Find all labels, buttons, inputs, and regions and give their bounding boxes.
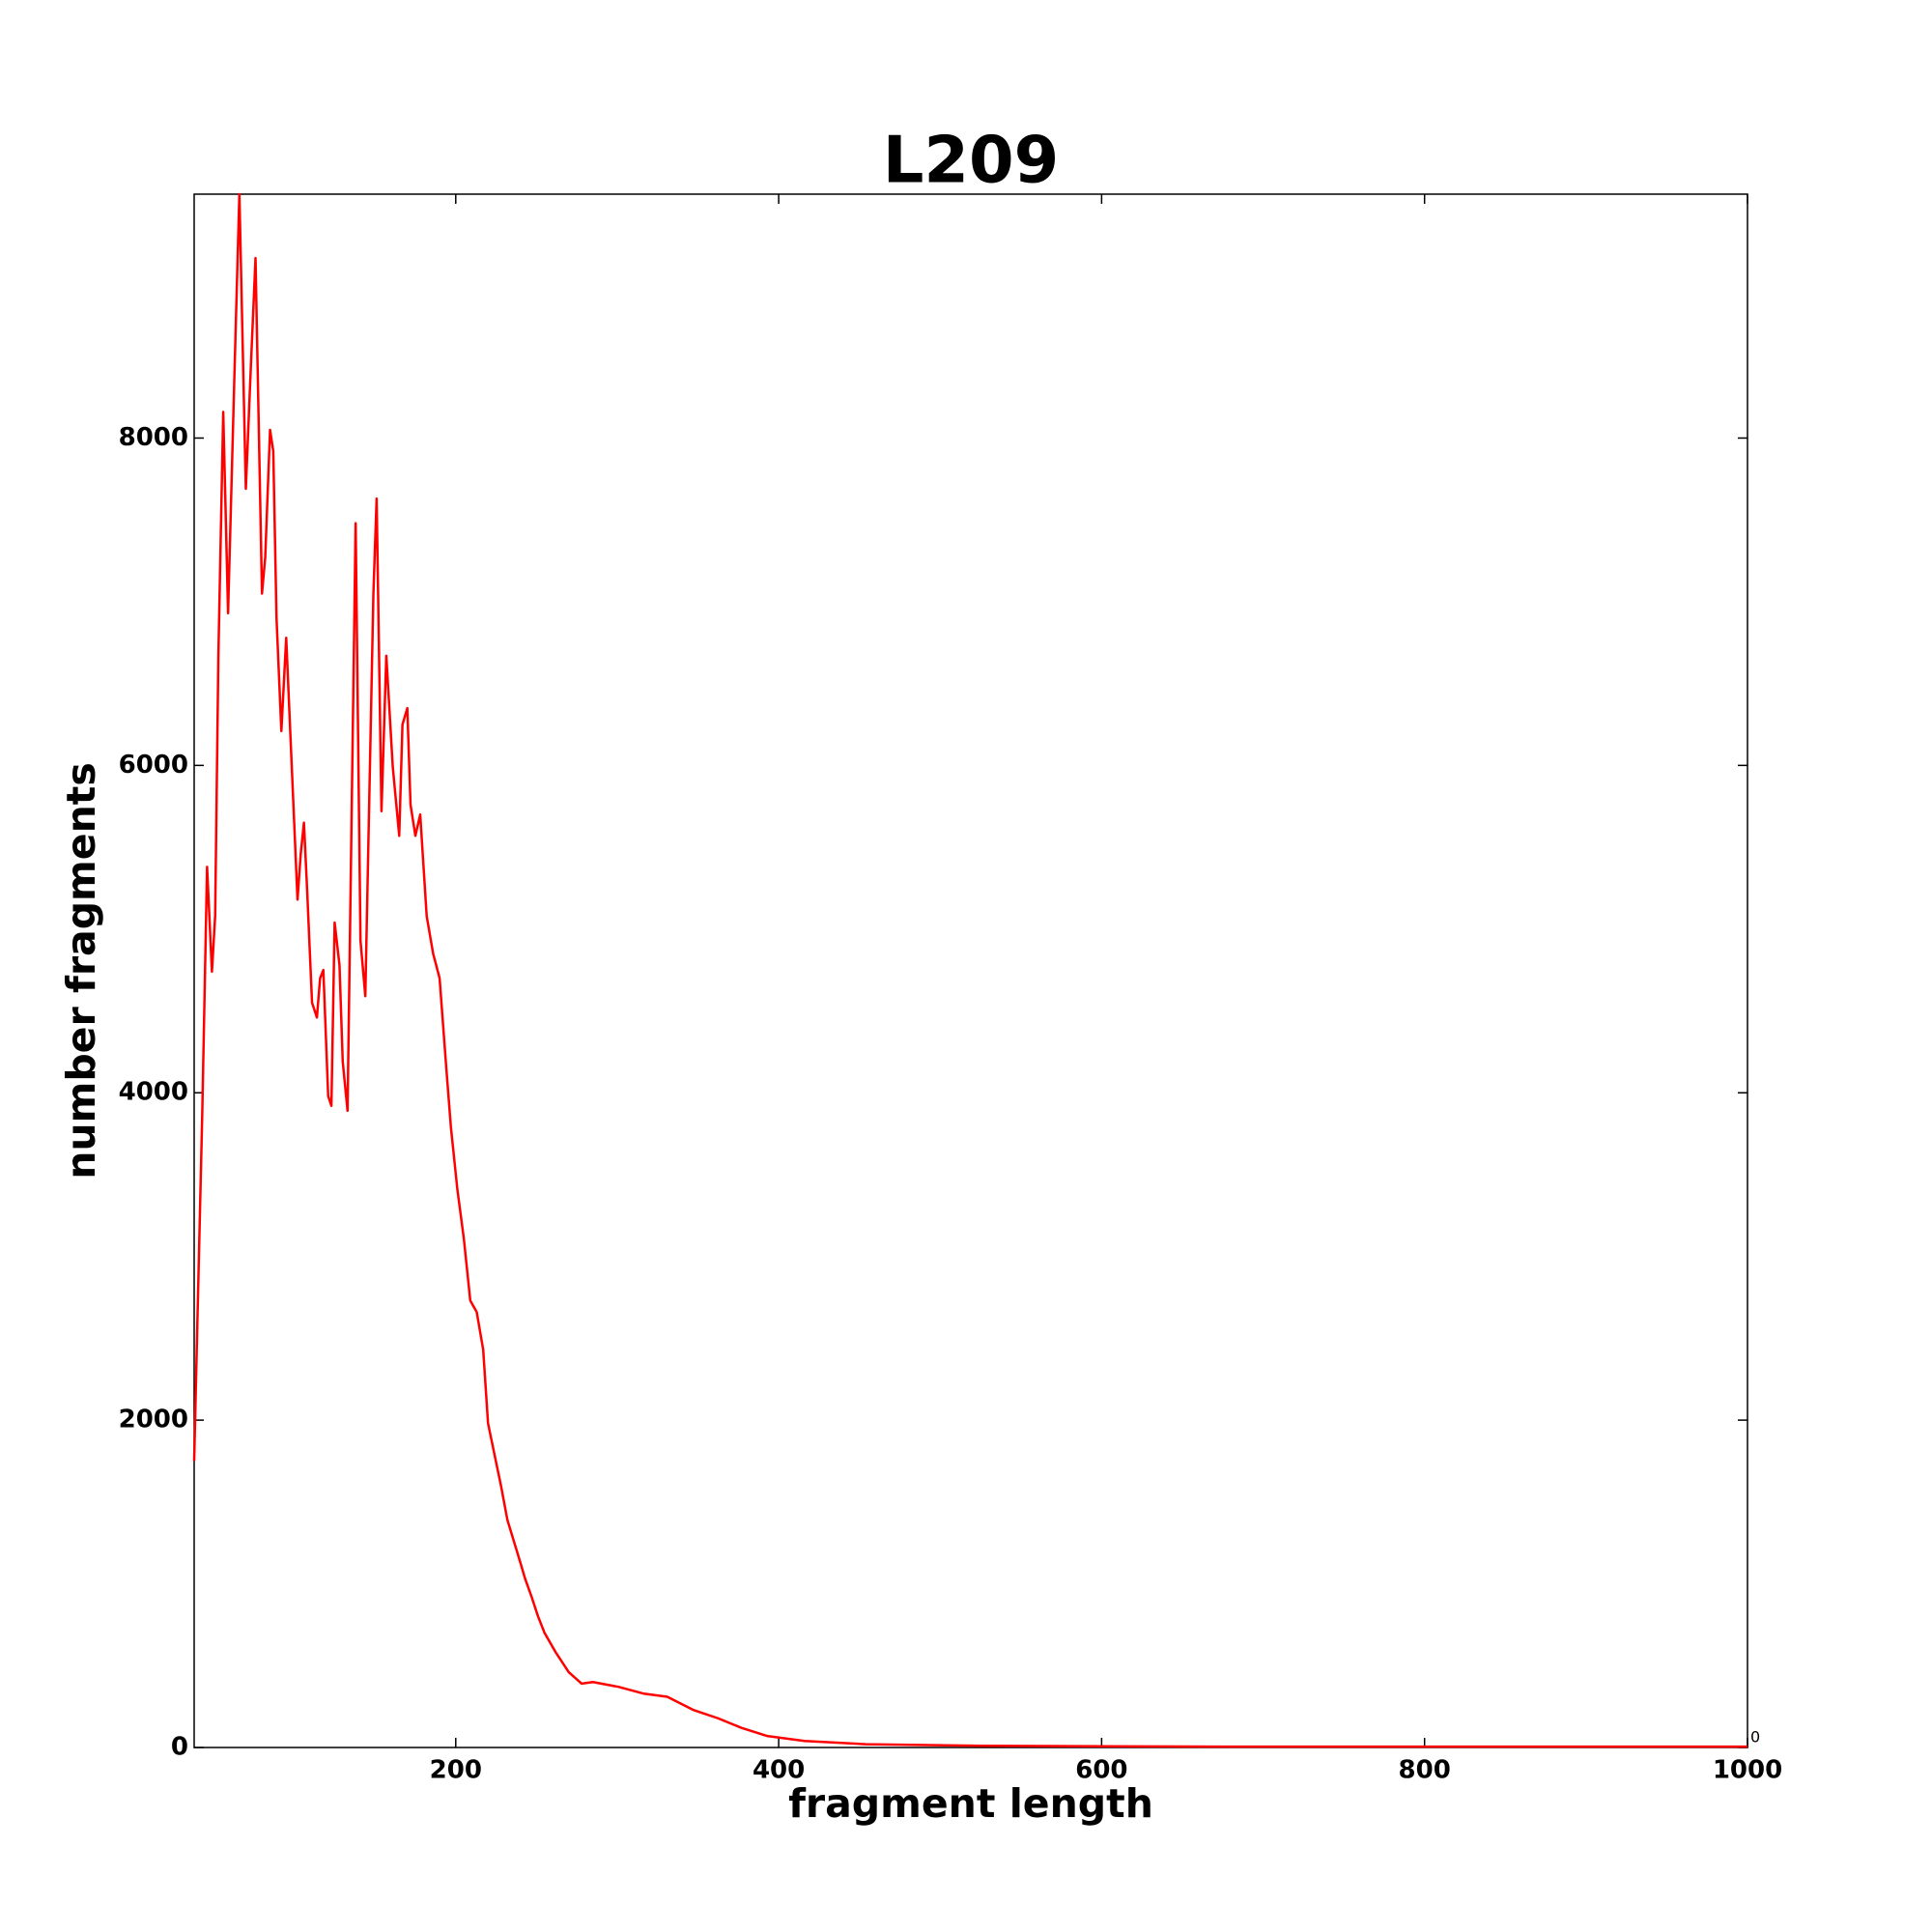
x-tick-label: 200 xyxy=(430,1756,482,1785)
x-tick-label: 600 xyxy=(1075,1756,1127,1785)
y-tick-label: 4000 xyxy=(119,1078,188,1107)
x-axis-label: fragment length xyxy=(788,1780,1153,1827)
annotation: 0 xyxy=(1750,1728,1760,1747)
y-tick-label: 0 xyxy=(171,1733,188,1762)
data-line xyxy=(192,192,1747,1748)
y-tick-label: 8000 xyxy=(119,423,188,452)
x-tick-label: 1000 xyxy=(1713,1756,1782,1785)
y-tick-label: 2000 xyxy=(119,1406,188,1435)
y-tick-label: 6000 xyxy=(119,751,188,780)
plot-frame xyxy=(193,193,1748,1748)
x-tick-label: 800 xyxy=(1399,1756,1451,1785)
x-tick-label: 400 xyxy=(753,1756,805,1785)
chart-title: L209 xyxy=(883,123,1060,198)
y-axis-label: number fragments xyxy=(58,762,104,1179)
